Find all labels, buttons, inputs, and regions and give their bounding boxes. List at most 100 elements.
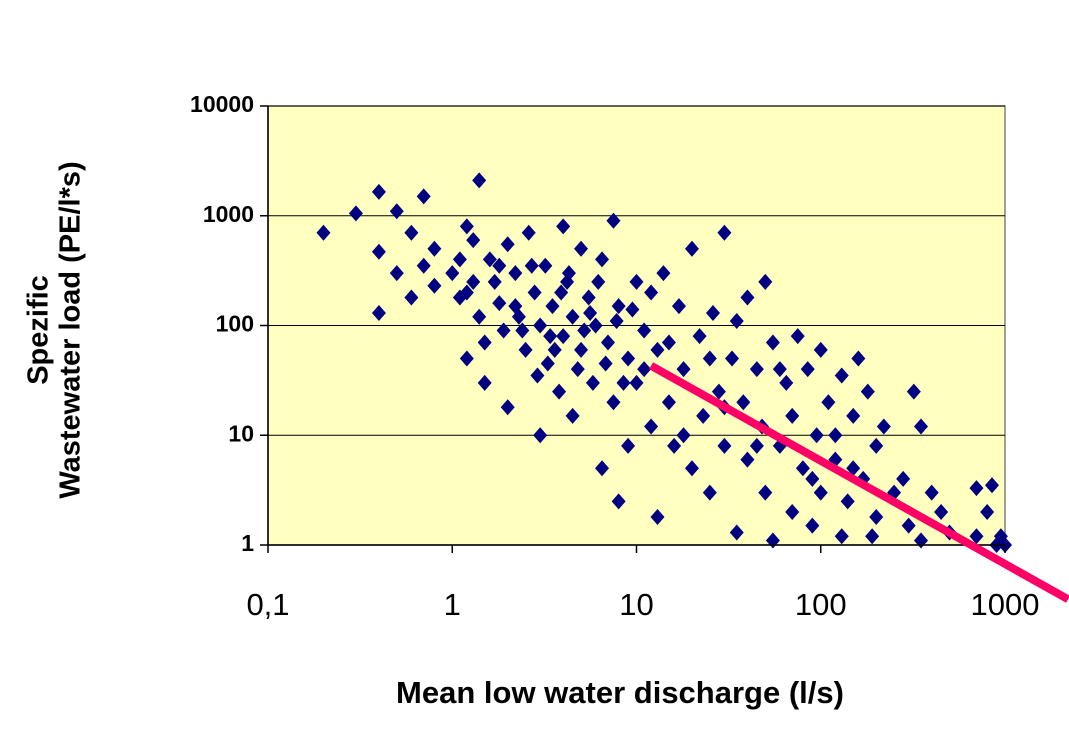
- point: [556, 218, 571, 235]
- point: [984, 477, 999, 494]
- point: [574, 240, 589, 257]
- point: [487, 273, 502, 290]
- point: [496, 322, 511, 339]
- point: [809, 427, 824, 444]
- point: [667, 437, 682, 454]
- point: [416, 188, 431, 205]
- point: [554, 284, 569, 301]
- point: [472, 172, 487, 189]
- point: [702, 484, 717, 501]
- trend-line: [649, 362, 1069, 603]
- point: [869, 437, 884, 454]
- point: [749, 437, 764, 454]
- point: [637, 361, 652, 378]
- point: [644, 284, 659, 301]
- point: [621, 350, 636, 367]
- x-tick-label: 1000: [971, 587, 1040, 622]
- point: [508, 298, 523, 315]
- point: [565, 407, 580, 424]
- point: [821, 394, 836, 411]
- point: [684, 460, 699, 477]
- y-tick-label: 1000: [203, 201, 254, 227]
- point: [765, 334, 780, 351]
- x-tick-label: 100: [795, 587, 847, 622]
- point: [696, 407, 711, 424]
- point: [790, 328, 805, 345]
- point: [629, 273, 644, 290]
- point: [736, 394, 751, 411]
- point: [565, 308, 580, 325]
- point: [758, 484, 773, 501]
- point: [574, 341, 589, 358]
- point: [650, 341, 665, 358]
- point: [851, 350, 866, 367]
- point: [459, 218, 474, 235]
- y-tick-label: 1: [241, 530, 254, 556]
- point: [740, 451, 755, 468]
- point: [906, 383, 921, 400]
- point: [702, 350, 717, 367]
- point: [779, 374, 794, 391]
- point: [595, 460, 610, 477]
- point: [758, 273, 773, 290]
- point: [772, 361, 787, 378]
- points: [316, 172, 1012, 553]
- point: [556, 328, 571, 345]
- point: [717, 437, 732, 454]
- y-tick-label: 10: [228, 420, 254, 446]
- point: [865, 528, 880, 545]
- point: [427, 240, 442, 257]
- point: [656, 265, 671, 282]
- point: [913, 418, 928, 435]
- point: [482, 251, 497, 268]
- point: [552, 383, 567, 400]
- point: [671, 298, 686, 315]
- point: [591, 273, 606, 290]
- point: [581, 289, 596, 306]
- point: [637, 322, 652, 339]
- axes: 1 10 100 1000 10000 0,1 1 10 100 1000: [190, 91, 1039, 622]
- point: [611, 298, 626, 315]
- point: [492, 295, 507, 312]
- point: [717, 224, 732, 241]
- point: [705, 304, 720, 321]
- y-tick-label: 10000: [190, 91, 254, 117]
- point: [611, 493, 626, 510]
- y-tick-label: 100: [216, 311, 254, 337]
- point: [805, 517, 820, 534]
- point: [524, 257, 539, 274]
- point: [404, 289, 419, 306]
- x-tick-label: 1: [444, 587, 461, 622]
- point: [711, 383, 726, 400]
- x-tick-label: 10: [619, 587, 653, 622]
- point: [795, 460, 810, 477]
- point: [500, 399, 515, 416]
- point: [876, 418, 891, 435]
- point: [371, 243, 386, 260]
- point: [547, 341, 562, 358]
- x-tick-label: 0,1: [246, 587, 289, 622]
- point: [588, 317, 603, 334]
- x-axis-label: Mean low water discharge (l/s): [396, 675, 844, 710]
- point: [629, 374, 644, 391]
- point: [533, 317, 548, 334]
- point: [621, 437, 636, 454]
- point: [800, 361, 815, 378]
- point: [577, 322, 592, 339]
- point: [543, 328, 558, 345]
- point: [371, 183, 386, 200]
- point: [785, 407, 800, 424]
- point: [785, 503, 800, 520]
- point: [570, 361, 585, 378]
- y-axis-label-line: Spezific: [23, 275, 55, 385]
- point: [508, 265, 523, 282]
- point: [840, 493, 855, 510]
- point: [924, 484, 939, 501]
- point: [583, 304, 598, 321]
- point: [477, 374, 492, 391]
- point: [452, 251, 467, 268]
- point: [676, 427, 691, 444]
- point: [389, 265, 404, 282]
- point: [452, 289, 467, 306]
